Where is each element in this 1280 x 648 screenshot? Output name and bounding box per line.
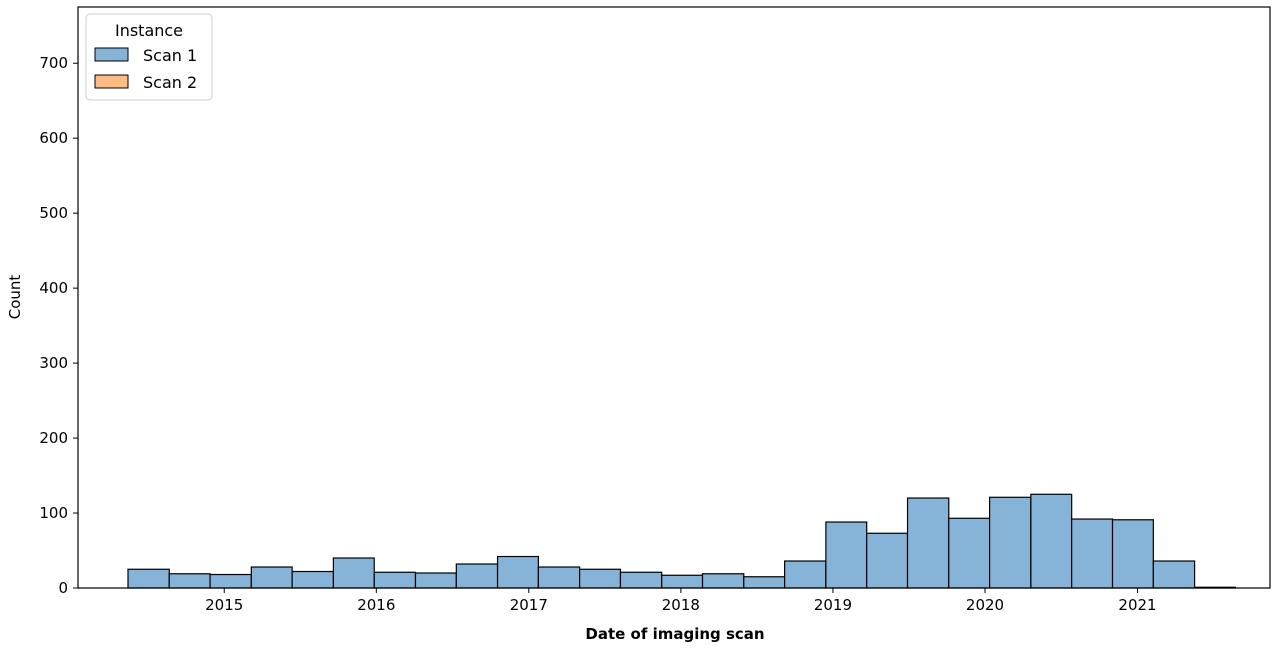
y-tick-label-100: 100 [39, 504, 68, 522]
bar-scan-1-6 [373, 571, 417, 589]
bar-scan-1-3 [250, 566, 293, 589]
bar-scan-1-1 [168, 573, 211, 589]
x-tick-label-2018: 2018 [662, 596, 700, 614]
y-tick-label-600: 600 [39, 129, 68, 147]
legend-title: Instance [115, 21, 183, 40]
bar-scan-1-5 [332, 557, 375, 589]
bars-layer [127, 493, 1237, 589]
y-tick-label-400: 400 [39, 279, 68, 297]
x-tick-label-2020: 2020 [966, 596, 1004, 614]
x-tick-label-2017: 2017 [510, 596, 548, 614]
legend-swatch-scan-1 [94, 47, 129, 62]
legend-swatch-scan-2 [94, 74, 129, 89]
bar-scan-1-9 [496, 555, 539, 589]
bar-scan-1-22 [1030, 493, 1073, 589]
legend-label-scan-2: Scan 2 [143, 73, 197, 92]
legend: Instance Scan 1 Scan 2 [85, 13, 213, 101]
y-tick-label-0: 0 [58, 579, 68, 597]
y-tick-label-300: 300 [39, 354, 68, 372]
x-tick-label-2016: 2016 [357, 596, 395, 614]
x-tick-label-2021: 2021 [1118, 596, 1156, 614]
bar-scan-1-14 [701, 573, 745, 589]
y-axis-ticks: 0 100 200 300 400 500 600 700 [39, 54, 78, 597]
plot-frame [77, 6, 1271, 589]
bar-scan-1-17 [825, 521, 868, 589]
y-tick-label-500: 500 [39, 204, 68, 222]
y-tick-label-200: 200 [39, 429, 68, 447]
bar-scan-1-10 [537, 566, 581, 589]
bar-scan-1-16 [784, 560, 827, 589]
bar-scan-1-21 [988, 496, 1032, 589]
bar-scan-1-15 [743, 576, 786, 589]
legend-label-scan-1: Scan 1 [143, 46, 197, 65]
x-axis-ticks: 2015 2016 2017 2018 2019 2020 2021 [205, 588, 1157, 614]
bar-scan-1-24 [1111, 519, 1154, 589]
bar-scan-1-11 [579, 568, 622, 589]
y-axis-label: Count [6, 275, 24, 320]
bar-scan-1-23 [1071, 518, 1114, 589]
x-tick-label-2019: 2019 [814, 596, 852, 614]
bar-scan-1-25 [1152, 560, 1196, 589]
bar-scan-1-8 [455, 563, 499, 589]
bar-scan-1-18 [866, 532, 909, 589]
bar-scan-1-12 [619, 571, 663, 589]
bar-scan-1-13 [661, 574, 704, 589]
x-axis-label: Date of imaging scan [585, 625, 764, 643]
bar-scan-1-7 [414, 572, 457, 589]
bar-scan-1-2 [209, 573, 252, 589]
y-tick-label-700: 700 [39, 54, 68, 72]
bar-scan-1-0 [127, 568, 170, 589]
x-tick-label-2015: 2015 [205, 596, 243, 614]
bar-scan-1-19 [906, 497, 950, 589]
bar-scan-1-4 [291, 570, 334, 589]
bar-scan-1-20 [948, 517, 991, 589]
